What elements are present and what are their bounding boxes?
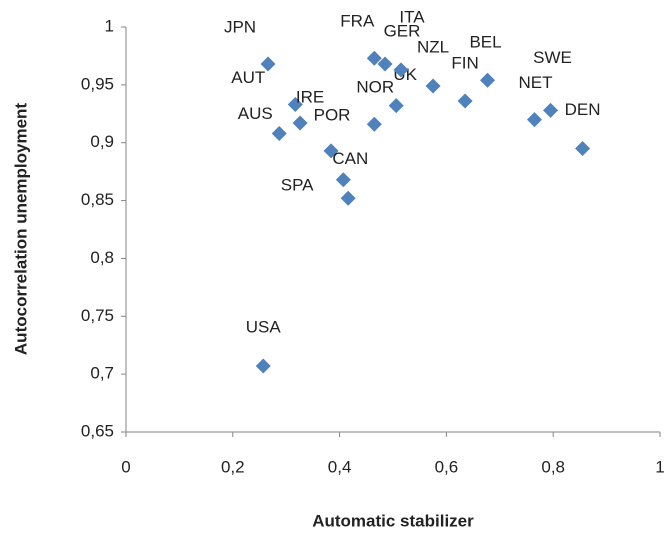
point-label: FIN bbox=[451, 54, 478, 73]
point-label: NET bbox=[519, 73, 553, 92]
data-point bbox=[340, 190, 356, 206]
point-label: ITA bbox=[399, 7, 425, 26]
point-label: IRE bbox=[296, 88, 324, 107]
point-label: POR bbox=[314, 105, 351, 124]
x-tick-label: 0,2 bbox=[221, 457, 245, 476]
point-label: FRA bbox=[340, 12, 375, 31]
data-point bbox=[543, 102, 559, 118]
x-tick-label: 0 bbox=[121, 457, 130, 476]
data-point bbox=[575, 141, 591, 156]
data-point bbox=[377, 56, 393, 72]
data-point bbox=[287, 97, 303, 113]
point-label: AUS bbox=[238, 104, 273, 123]
data-point bbox=[255, 358, 271, 374]
data-point bbox=[323, 143, 339, 159]
y-axis-title: Autocorrelation unemployment bbox=[11, 103, 30, 356]
point-label: GER bbox=[384, 22, 421, 41]
point-label: CAN bbox=[332, 149, 368, 168]
y-tick-label: 0,65 bbox=[81, 421, 114, 440]
point-label: SPA bbox=[281, 176, 314, 195]
x-tick-label: 0,8 bbox=[541, 457, 565, 476]
y-tick-label: 0,75 bbox=[81, 306, 114, 325]
data-point bbox=[335, 172, 351, 188]
point-label: BEL bbox=[469, 33, 501, 52]
point-label: DEN bbox=[565, 100, 601, 119]
x-tick-label: 1 bbox=[655, 457, 664, 476]
point-label: AUT bbox=[231, 68, 265, 87]
data-point bbox=[393, 62, 409, 78]
x-tick-label: 0,4 bbox=[328, 457, 352, 476]
y-tick-label: 0,95 bbox=[81, 74, 114, 93]
data-point bbox=[457, 93, 473, 109]
y-tick-label: 0,85 bbox=[81, 190, 114, 209]
point-label: SWE bbox=[533, 48, 572, 67]
x-tick-label: 0,6 bbox=[435, 457, 459, 476]
data-point bbox=[366, 50, 382, 66]
data-point bbox=[527, 112, 543, 128]
data-point bbox=[480, 72, 496, 88]
point-label: NZL bbox=[417, 37, 449, 56]
y-tick-label: 0,7 bbox=[90, 364, 114, 383]
x-axis-title: Automatic stabilizer bbox=[312, 511, 474, 530]
y-tick-label: 0,8 bbox=[90, 248, 114, 267]
y-tick-label: 1 bbox=[105, 16, 114, 35]
data-point bbox=[366, 116, 382, 132]
data-point bbox=[271, 125, 287, 141]
point-label: JPN bbox=[224, 18, 256, 37]
y-tick-label: 0,9 bbox=[90, 132, 114, 151]
point-label: USA bbox=[246, 318, 282, 337]
data-point bbox=[292, 115, 308, 131]
data-point bbox=[425, 78, 441, 94]
point-label: NOR bbox=[356, 78, 394, 97]
data-point bbox=[388, 98, 404, 114]
data-point bbox=[260, 56, 276, 72]
